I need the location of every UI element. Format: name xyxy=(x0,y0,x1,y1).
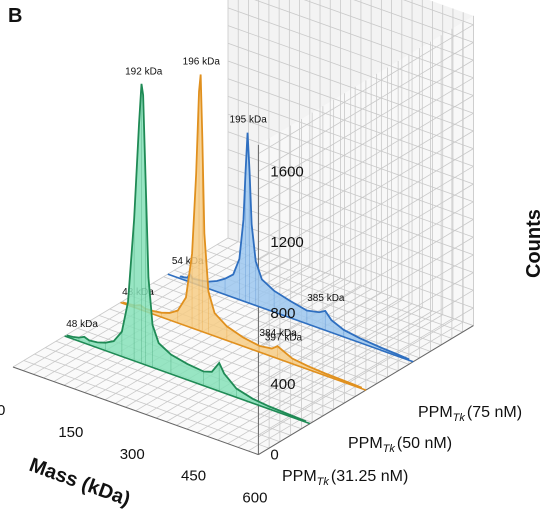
side-wall-grid-line xyxy=(258,272,474,402)
back-wall-grid-line xyxy=(227,184,474,273)
x-tick-label: 300 xyxy=(120,446,145,463)
peak-label: 195 kDa xyxy=(230,115,268,126)
x-tick-label: 0 xyxy=(0,402,5,419)
series-area xyxy=(180,132,410,361)
side-wall-grid-line xyxy=(258,236,474,367)
floor-grid-line xyxy=(55,340,302,430)
back-wall-grid-line xyxy=(227,166,474,256)
peak-label: 48 kDa xyxy=(66,319,98,330)
side-wall-grid-line xyxy=(258,219,474,349)
x-axis-title: Mass (kDa) xyxy=(26,454,133,511)
series-label: PPMTk (31.25 nM) xyxy=(282,468,408,488)
back-wall-grid-line xyxy=(227,202,474,291)
peak-label: 397 kDa xyxy=(265,333,303,344)
panel-label: B xyxy=(8,5,22,27)
series-label-concentration: (31.25 nM) xyxy=(331,468,408,485)
back-wall-grid-line xyxy=(227,78,474,167)
series-area xyxy=(66,83,306,423)
x-tick-label: 600 xyxy=(242,490,267,507)
series-layer: 54 kDa 195 kDa 385 kDa 48 kDa 196 kDa 384 kDa… xyxy=(64,56,414,425)
x-tick-label: 150 xyxy=(58,424,83,441)
z-tick-label: 0 xyxy=(270,447,278,464)
peak-label: 192 kDa xyxy=(125,66,163,77)
z-tick-label: 400 xyxy=(270,376,295,393)
side-wall-grid-line xyxy=(258,59,474,190)
series-label-concentration: (50 nM) xyxy=(397,435,452,452)
back-wall-grid-line xyxy=(227,42,474,132)
series-label-main: PPM xyxy=(348,435,383,452)
side-wall-grid-line xyxy=(258,148,474,278)
back-wall-grid-line xyxy=(303,0,474,61)
floor-grid-line xyxy=(34,353,281,443)
side-wall-grid-line xyxy=(258,130,474,261)
z-tick-label: 800 xyxy=(270,305,295,322)
z-tick-label: 1600 xyxy=(270,163,303,180)
floor-grid-line xyxy=(23,360,270,449)
floor-grid-line xyxy=(45,347,291,436)
back-wall-grid-line xyxy=(254,0,474,79)
back-wall-grid-line xyxy=(227,237,474,326)
peak-label: 196 kDa xyxy=(183,56,221,67)
peak-label: 54 kDa xyxy=(172,256,204,267)
back-wall-grid-line xyxy=(403,0,474,26)
x-axis-line xyxy=(12,366,259,456)
series-label-subscript: Tk xyxy=(317,476,330,488)
side-wall-grid-line xyxy=(258,289,474,420)
series-group: 48 kDa 192 kDa xyxy=(64,66,311,425)
back-wall-grid-line xyxy=(227,113,474,203)
series-label: PPMTk (75 nM) xyxy=(418,404,522,424)
series-label-subscript: Tk xyxy=(453,412,466,424)
series-label-subscript: Tk xyxy=(383,443,396,455)
side-wall-grid-line xyxy=(258,307,474,438)
floor-grid-line xyxy=(131,295,377,385)
back-wall-grid-line xyxy=(227,60,474,149)
series-baseline xyxy=(120,301,367,391)
side-wall-grid-line xyxy=(258,42,474,172)
side-wall-grid-line xyxy=(258,183,474,314)
z-tick-label: 1200 xyxy=(270,234,303,251)
back-wall-grid-line xyxy=(227,131,474,220)
back-wall-grid-line xyxy=(227,149,474,238)
side-wall-grid-line xyxy=(258,77,474,208)
side-wall-grid-line xyxy=(258,112,474,243)
x-tick-label: 450 xyxy=(181,468,206,485)
back-wall-grid-line xyxy=(227,7,474,96)
side-wall-grid-line xyxy=(258,24,474,155)
z-axis-title: Counts xyxy=(523,209,545,278)
peak-label: 384 kDa xyxy=(260,328,298,339)
series-baseline xyxy=(64,335,311,425)
series-line xyxy=(66,83,307,423)
series-area xyxy=(122,74,362,389)
back-wall-grid-line xyxy=(227,219,474,309)
back-wall-grid-line xyxy=(227,96,474,185)
peak-label: 385 kDa xyxy=(307,293,345,304)
side-wall-grid-line xyxy=(258,95,474,225)
series-label: PPMTk (50 nM) xyxy=(348,435,452,455)
series-label-main: PPM xyxy=(282,468,317,485)
side-wall-grid-line xyxy=(258,165,474,296)
series-label-main: PPM xyxy=(418,404,453,421)
back-wall-grid-line xyxy=(227,25,474,114)
back-wall-grid-line xyxy=(353,0,474,43)
series-label-concentration: (75 nM) xyxy=(467,404,522,421)
